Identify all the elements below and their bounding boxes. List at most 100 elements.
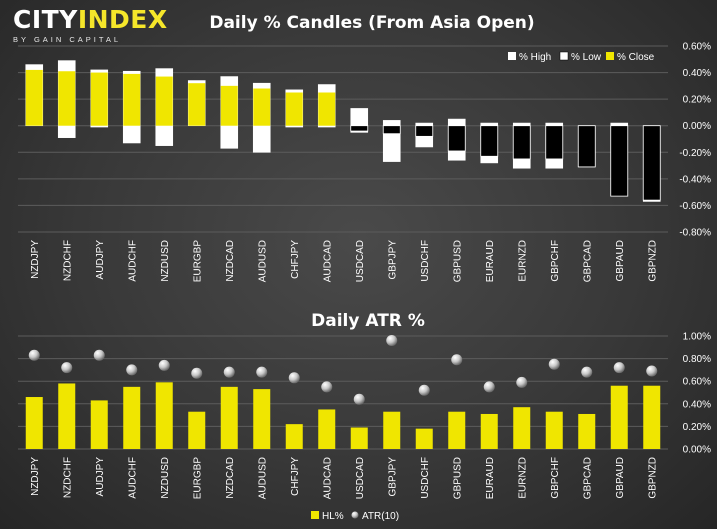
candles-x-tick-label: AUDCHF: [127, 240, 138, 282]
atr-marker-usdchf: [418, 384, 430, 396]
atr-marker-audcad: [321, 381, 333, 393]
candle-close-bar: [318, 92, 336, 126]
hl-bar-gbpaud: [610, 385, 628, 449]
candle-close-bar: [58, 71, 76, 126]
hl-bar-euraud: [480, 413, 498, 449]
atr-marker-gbpcad: [581, 366, 593, 378]
atr-marker-audusd: [256, 366, 268, 378]
candle-close-bar: [545, 125, 564, 160]
legend-swatch-high: [508, 52, 516, 60]
candle-close-bar: [382, 125, 401, 135]
atr-x-tick-label: AUDJPY: [95, 457, 106, 497]
atr-y-tick-label: 0.60%: [683, 377, 711, 388]
hl-bar-audusd: [253, 389, 271, 449]
atr-x-tick-label: AUDCAD: [322, 457, 333, 499]
candles-x-tick-label: NZDJPY: [30, 240, 41, 279]
atr-x-tick-label: EURNZD: [517, 457, 528, 499]
atr-marker-nzdcad: [223, 366, 235, 378]
candle-close-bar: [415, 125, 434, 137]
hl-bar-eurgbp: [188, 411, 206, 449]
atr-x-tick-label: NZDUSD: [160, 457, 171, 499]
logo-wordmark: CITYINDEX: [13, 6, 183, 34]
hl-bar-nzdusd: [155, 382, 173, 449]
atr-marker-audchf: [126, 364, 138, 376]
atr-x-tick-label: EURAUD: [485, 457, 496, 499]
candles-x-tick-label: GBPNZD: [647, 240, 658, 282]
city-index-logo: CITYINDEX BY GAIN CAPITAL: [13, 6, 183, 50]
candles-x-tick-label: GBPAUD: [615, 240, 626, 282]
candles-x-tick-label: AUDUSD: [257, 240, 268, 282]
atr-x-tick-label: GBPCHF: [550, 457, 561, 499]
candle-audchf: [122, 70, 141, 144]
candles-y-axis: 0.60% 0.40% 0.20% 0.00% -0.20% -0.40% -0.60% -0…: [679, 42, 711, 239]
atr-marker-audjpy: [93, 349, 105, 361]
atr-x-tick-label: GBPUSD: [452, 457, 463, 499]
atr-marker-eurnzd: [516, 376, 528, 388]
candle-gbpusd: [447, 118, 466, 161]
candles-x-axis: NZDJPY NZDCHF AUDJPY AUDCHF NZDUSD EURGBP NZDC…: [30, 240, 659, 283]
hl-bar-nzdchf: [58, 383, 76, 449]
atr-marker-gbpjpy: [386, 335, 398, 347]
atr-y-tick-label: 0.00%: [683, 445, 711, 456]
atr-y-tick-label: 0.20%: [683, 422, 711, 433]
candles-x-tick-label: GBPJPY: [387, 240, 398, 280]
candles-x-tick-label: GBPCAD: [582, 240, 593, 282]
candles-y-tick-label: -0.40%: [679, 174, 711, 185]
candles-y-tick-label: 0.00%: [683, 121, 711, 132]
legend-label-high: % High: [519, 52, 551, 63]
hl-bar-eurnzd: [513, 407, 531, 449]
candles-x-tick-label: USDCHF: [420, 240, 431, 282]
atr-y-axis: 1.00% 0.80% 0.60% 0.40% 0.20% 0.00%: [683, 332, 711, 456]
atr-y-tick-label: 0.80%: [683, 354, 711, 365]
candles-x-tick-label: USDCAD: [355, 240, 366, 282]
candles-plot-area: [25, 60, 661, 202]
legend-swatch-close: [606, 52, 614, 60]
legend-label-low: % Low: [571, 52, 602, 63]
atr-x-tick-label: AUDCHF: [127, 457, 138, 499]
candle-usdchf: [415, 122, 434, 148]
candle-close-bar: [577, 125, 596, 168]
atr-marker-gbpnzd: [646, 365, 658, 377]
candles-x-tick-label: AUDJPY: [95, 240, 106, 280]
candle-close-bar: [220, 85, 238, 126]
hl-bar-audchf: [123, 386, 141, 449]
candle-eurnzd: [512, 122, 531, 169]
hl-bar-audcad: [318, 409, 336, 449]
candle-gbpcad: [577, 125, 596, 168]
logo-word-index: INDEX: [77, 5, 168, 34]
candles-legend: % High % Low % Close: [508, 51, 655, 63]
candles-y-tick-label: -0.60%: [679, 201, 711, 212]
candle-close-bar: [285, 92, 303, 126]
legend-swatch-hl: [311, 511, 319, 519]
hl-bar-gbpnzd: [643, 385, 661, 449]
atr-plot-area: [25, 335, 661, 449]
candles-y-tick-label: -0.20%: [679, 148, 711, 159]
legend-label-close: % Close: [617, 52, 655, 63]
candles-x-tick-label: GBPCHF: [550, 240, 561, 282]
atr-marker-gbpaud: [613, 362, 625, 374]
atr-marker-usdcad: [353, 393, 365, 405]
candle-nzdjpy: [25, 64, 44, 127]
candle-nzdusd: [155, 68, 174, 146]
atr-x-tick-label: USDCAD: [355, 457, 366, 499]
candle-close-bar: [253, 88, 271, 126]
candle-gbpnzd: [642, 125, 661, 202]
atr-marker-euraud: [483, 381, 495, 393]
hl-bar-usdchf: [415, 428, 433, 449]
candle-close-bar: [480, 125, 499, 157]
hl-bar-nzdjpy: [25, 397, 43, 449]
candles-y-tick-label: 0.20%: [683, 95, 711, 106]
candle-close-bar: [350, 125, 369, 132]
candles-x-tick-label: GBPUSD: [452, 240, 463, 282]
candle-gbpchf: [545, 122, 564, 169]
hl-bar-usdcad: [350, 427, 368, 449]
candle-eurgbp: [187, 80, 206, 127]
atr-marker-gbpchf: [548, 358, 560, 370]
atr-x-tick-label: GBPAUD: [615, 457, 626, 499]
candles-x-tick-label: EURAUD: [485, 240, 496, 282]
candles-chart-title: Daily % Candles (From Asia Open): [209, 13, 534, 33]
atr-x-tick-label: NZDJPY: [30, 457, 41, 496]
atr-marker-nzdusd: [158, 359, 170, 371]
candle-close-bar: [447, 125, 466, 152]
